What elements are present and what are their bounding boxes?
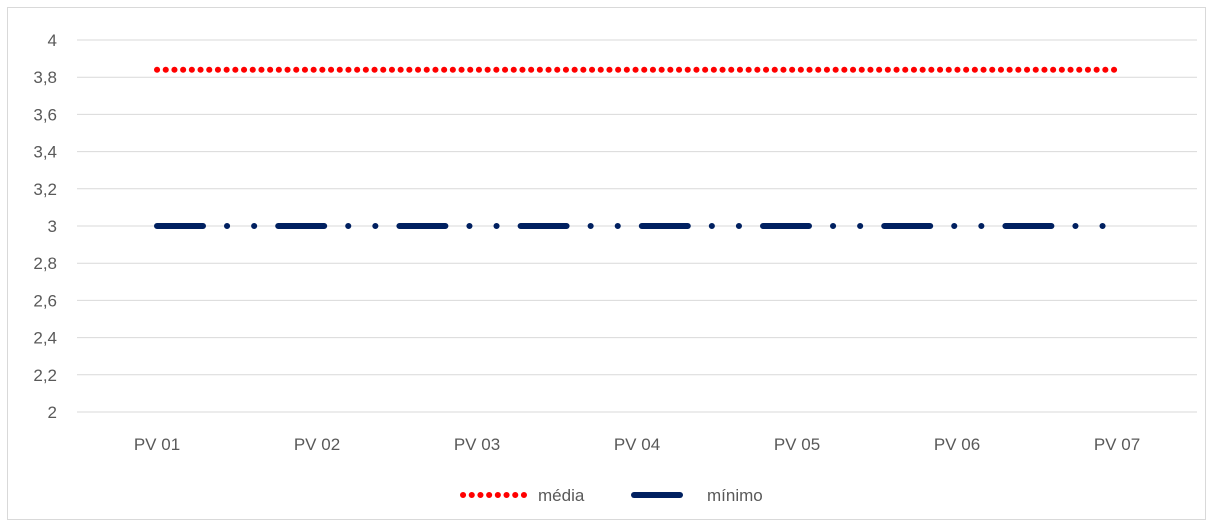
y-tick-label: 3,6 — [33, 105, 57, 124]
x-tick-label: PV 02 — [294, 435, 340, 454]
series-lines — [157, 70, 1117, 226]
x-tick-label: PV 01 — [134, 435, 180, 454]
x-tick-label: PV 04 — [614, 435, 660, 454]
x-tick-label: PV 05 — [774, 435, 820, 454]
y-tick-label: 3,4 — [33, 143, 57, 162]
y-tick-label: 4 — [48, 31, 57, 50]
x-axis-tick-labels: PV 01 PV 02 PV 03 PV 04 PV 05 PV 06 PV 07 — [134, 435, 1140, 454]
y-tick-label: 2,4 — [33, 329, 57, 348]
y-tick-label: 2,8 — [33, 254, 57, 273]
x-tick-label: PV 03 — [454, 435, 500, 454]
y-tick-label: 2,6 — [33, 291, 57, 310]
legend: média mínimo — [463, 486, 763, 505]
legend-label-minimo: mínimo — [707, 486, 763, 505]
y-tick-label: 2 — [48, 403, 57, 422]
y-axis-tick-labels: 2 2,2 2,4 2,6 2,8 3 3,2 3,4 3,6 3,8 4 — [33, 31, 57, 422]
y-tick-label: 3,8 — [33, 68, 57, 87]
y-tick-label: 3,2 — [33, 180, 57, 199]
x-tick-label: PV 07 — [1094, 435, 1140, 454]
y-tick-label: 2,2 — [33, 366, 57, 385]
legend-label-media: média — [538, 486, 585, 505]
y-tick-label: 3 — [48, 217, 57, 236]
x-tick-label: PV 06 — [934, 435, 980, 454]
